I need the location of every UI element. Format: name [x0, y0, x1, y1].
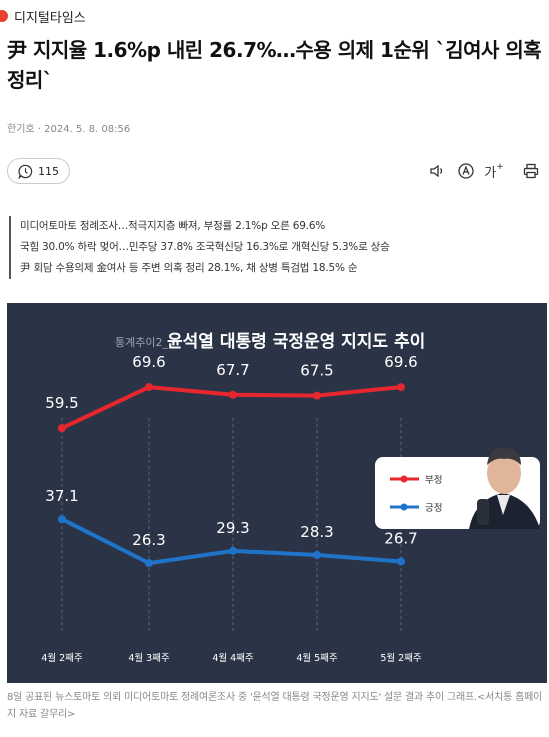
legend-label: 긍정	[425, 503, 442, 514]
data-label: 37.1	[45, 487, 78, 505]
category-label: 4월 3째주	[128, 652, 170, 664]
summary-line: 국힘 30.0% 하락 멎어…민주당 37.8% 조국혁신당 16.3%로 개혁…	[20, 241, 390, 253]
legend-label: 부정	[425, 475, 442, 486]
data-label: 69.6	[132, 353, 165, 371]
article-byline: 한기호 · 2024. 5. 8. 08:56	[7, 124, 131, 135]
data-point	[145, 559, 153, 568]
summary-line: 尹 회담 수용의제 金여사 등 주변 의혹 정리 28.1%, 채 상병 특검법…	[20, 262, 358, 274]
source-header[interactable]: 디지털타임스	[0, 6, 86, 26]
data-label: 59.5	[45, 394, 78, 412]
data-label: 26.3	[132, 531, 165, 549]
translate-icon	[458, 163, 474, 179]
data-label: 26.7	[384, 529, 417, 547]
data-label: 69.6	[384, 353, 417, 371]
category-label: 4월 5째주	[296, 652, 338, 664]
article-summary: 미디어토마토 정례조사…적극지지층 빠져, 부정률 2.1%p 오른 69.6%…	[9, 216, 390, 279]
image-caption: 8일 공표된 뉴스토마토 의뢰 미디어토마토 정례여론조사 중 '윤석열 대통령…	[7, 692, 543, 720]
data-point	[229, 546, 237, 555]
data-point	[145, 383, 153, 392]
approval-chart: 통계추이2_ 윤석열 대통령 국정운영 지지도 추이 59.5 69.6 67.7 67.…	[7, 303, 547, 683]
data-point	[313, 391, 321, 400]
data-point	[397, 557, 405, 566]
comment-button[interactable]: 115	[7, 158, 70, 184]
data-point	[229, 390, 237, 399]
chart-svg: 통계추이2_ 윤석열 대통령 국정운영 지지도 추이 59.5 69.6 67.7 67.…	[41, 331, 540, 664]
category-label: 4월 2째주	[41, 652, 83, 664]
data-label: 29.3	[216, 519, 249, 537]
speaker-icon	[430, 164, 443, 178]
comment-count: 115	[38, 164, 59, 178]
comment-icon	[18, 164, 33, 179]
category-label: 4월 4째주	[212, 652, 254, 664]
chart-title-prefix: 통계추이2_	[115, 336, 168, 349]
article-toolbar: 115 가 +	[7, 158, 542, 186]
data-point	[397, 383, 405, 392]
chart-title: 윤석열 대통령 국정운영 지지도 추이	[167, 331, 425, 352]
president-photo	[469, 447, 540, 529]
data-point	[58, 424, 66, 433]
data-label: 28.3	[300, 523, 333, 541]
speaker-button[interactable]	[426, 160, 448, 182]
source-logo	[0, 10, 8, 22]
legend-swatch-dot	[400, 475, 408, 483]
legend-swatch-dot	[400, 503, 408, 511]
article-headline: 尹 지지율 1.6%p 내린 26.7%…수용 의제 1순위 `김여사 의혹 정…	[7, 38, 542, 92]
data-label: 67.5	[300, 362, 333, 380]
font-size-icon: 가	[484, 165, 497, 181]
print-button[interactable]	[520, 160, 542, 182]
print-icon	[523, 163, 539, 179]
translate-button[interactable]	[455, 160, 477, 182]
data-label: 67.7	[216, 361, 249, 379]
category-label: 5월 2째주	[380, 652, 422, 664]
data-point	[313, 550, 321, 559]
summary-line: 미디어토마토 정례조사…적극지지층 빠져, 부정률 2.1%p 오른 69.6%	[20, 220, 326, 232]
source-name[interactable]: 디지털타임스	[14, 10, 86, 26]
font-size-button[interactable]: 가 +	[484, 162, 504, 181]
data-point	[58, 515, 66, 524]
